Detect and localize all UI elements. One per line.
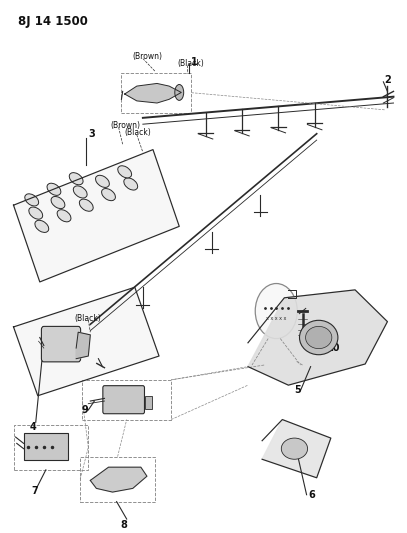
Text: 4: 4 xyxy=(30,423,37,432)
Text: 3: 3 xyxy=(88,129,95,139)
Text: 6: 6 xyxy=(309,490,315,500)
Polygon shape xyxy=(76,332,90,359)
Text: 8J 14 1500: 8J 14 1500 xyxy=(18,14,88,28)
Ellipse shape xyxy=(47,183,61,196)
Ellipse shape xyxy=(124,178,138,190)
Ellipse shape xyxy=(57,209,71,222)
Text: 7: 7 xyxy=(32,486,38,496)
FancyBboxPatch shape xyxy=(103,386,144,414)
Ellipse shape xyxy=(25,194,39,206)
Ellipse shape xyxy=(73,186,87,198)
Text: 10: 10 xyxy=(327,343,340,353)
Ellipse shape xyxy=(69,173,83,185)
Polygon shape xyxy=(90,467,147,492)
Polygon shape xyxy=(262,419,331,478)
Ellipse shape xyxy=(35,220,49,232)
Ellipse shape xyxy=(96,175,109,188)
Text: (Brown): (Brown) xyxy=(111,122,140,130)
Bar xyxy=(80,457,155,502)
Ellipse shape xyxy=(79,199,93,211)
Text: 2: 2 xyxy=(385,75,392,85)
Bar xyxy=(24,433,68,461)
Ellipse shape xyxy=(29,207,43,219)
Bar xyxy=(120,73,191,112)
Polygon shape xyxy=(13,150,179,282)
Bar xyxy=(13,425,88,470)
Polygon shape xyxy=(125,84,181,103)
Circle shape xyxy=(255,284,297,338)
Text: 9: 9 xyxy=(81,405,88,415)
Ellipse shape xyxy=(175,85,184,100)
Bar xyxy=(82,380,171,419)
Bar xyxy=(145,395,152,409)
Ellipse shape xyxy=(300,320,338,355)
FancyBboxPatch shape xyxy=(42,326,81,362)
Polygon shape xyxy=(13,287,159,395)
Ellipse shape xyxy=(102,189,116,200)
Text: x x x x x: x x x x x xyxy=(266,317,287,321)
Ellipse shape xyxy=(306,326,332,349)
Text: (Black): (Black) xyxy=(125,128,151,137)
Text: (Brown): (Brown) xyxy=(133,52,163,61)
Ellipse shape xyxy=(281,438,308,459)
Text: (Black): (Black) xyxy=(177,59,204,68)
Text: (Black): (Black) xyxy=(74,314,101,324)
Text: 1: 1 xyxy=(191,56,198,67)
Ellipse shape xyxy=(51,197,65,208)
Polygon shape xyxy=(248,290,387,385)
Text: 8: 8 xyxy=(120,520,127,530)
Ellipse shape xyxy=(118,166,131,178)
Text: 5: 5 xyxy=(294,385,301,395)
